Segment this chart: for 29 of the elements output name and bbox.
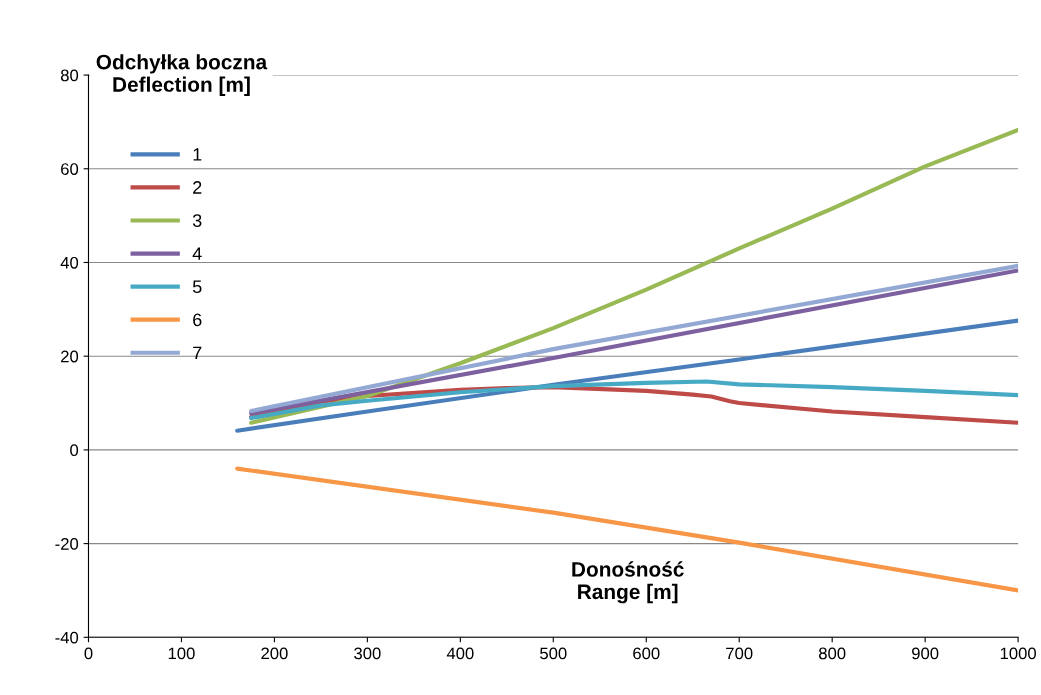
y-tick-label: 20 xyxy=(61,350,79,363)
x-tick-label: 700 xyxy=(726,647,753,660)
y-tick-label: 40 xyxy=(60,256,79,269)
legend-label: 3 xyxy=(192,214,202,227)
x-axis-title: Donośność Range [m] xyxy=(572,561,684,604)
x-tick-label: 200 xyxy=(261,647,288,660)
x-tick-label: 100 xyxy=(168,647,195,660)
legend-label: 4 xyxy=(192,247,202,260)
legend-label: 2 xyxy=(193,181,202,194)
y-tick-label: 60 xyxy=(61,163,79,175)
x-tick-label: 400 xyxy=(446,647,474,660)
y-tick-label: -40 xyxy=(55,631,79,644)
legend-label: 5 xyxy=(192,280,202,294)
x-tick-label: 300 xyxy=(354,647,381,660)
y-tick-label: -20 xyxy=(55,538,79,550)
y-axis-title: Odchyłka boczna Deflection [m] xyxy=(96,54,268,96)
y-tick-label: 80 xyxy=(60,69,79,82)
legend-label: 7 xyxy=(193,346,202,360)
line-series xyxy=(235,318,1019,433)
y-tick-label: 0 xyxy=(70,444,79,457)
x-tick-label: 800 xyxy=(819,647,846,660)
x-tick-label: 0 xyxy=(84,647,93,660)
legend-label: 1 xyxy=(193,148,202,161)
x-tick-label: 1000 xyxy=(1000,647,1036,660)
legend-label: 6 xyxy=(193,313,202,327)
x-tick-label: 600 xyxy=(633,647,660,660)
line-series xyxy=(249,379,1019,421)
x-tick-label: 900 xyxy=(912,647,939,660)
x-tick-label: 500 xyxy=(540,647,567,660)
